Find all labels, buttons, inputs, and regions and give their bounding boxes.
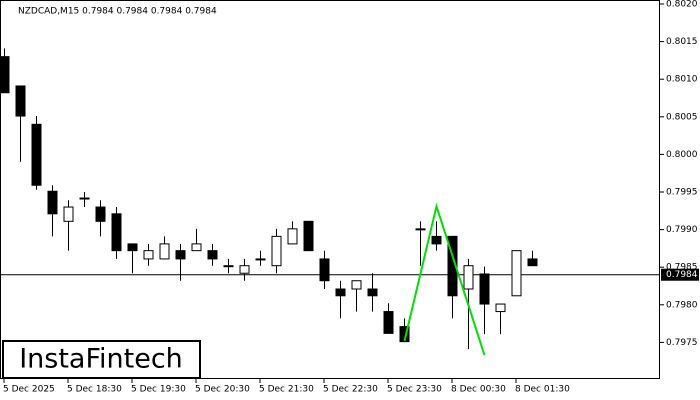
candle-body [95, 206, 106, 222]
y-tick-label: 0.8020 [666, 0, 698, 10]
candle-body [15, 85, 26, 117]
x-tick-label: 8 Dec 00:30 [451, 385, 506, 395]
candle-body [351, 280, 362, 290]
candle-body [63, 206, 74, 222]
candle-body [271, 235, 282, 267]
candle-body [111, 213, 122, 252]
x-tick-label: 5 Dec 22:30 [323, 385, 378, 395]
candle-body [79, 197, 90, 200]
y-tick-label: 0.8005 [666, 112, 698, 122]
candle-body [383, 311, 394, 334]
y-tick-label: 0.8010 [666, 75, 698, 85]
candle-body [399, 326, 410, 343]
candle-body [415, 228, 426, 231]
x-tick-label: 5 Dec 21:30 [259, 385, 314, 395]
candle-body [191, 243, 202, 252]
candle-body [223, 265, 234, 268]
candle-body [319, 258, 330, 282]
y-tick-label: 0.7980 [666, 300, 698, 310]
candle-body [47, 190, 58, 215]
candle-body [127, 243, 138, 252]
y-tick-label: 0.8015 [666, 37, 698, 47]
candle-body [527, 258, 538, 267]
pattern-line [403, 202, 486, 356]
x-tick-label: 5 Dec 2025 [3, 385, 55, 395]
y-tick-label: 0.7990 [666, 225, 698, 235]
price-label: 0.7984 [666, 270, 698, 280]
candle-body [255, 258, 266, 261]
candle-body [207, 250, 218, 260]
price-label-box [661, 268, 699, 281]
candle-body [239, 265, 250, 274]
y-tick-label: 0.7975 [666, 338, 698, 348]
x-tick-label: 8 Dec 01:30 [515, 385, 570, 395]
candle-body [431, 235, 442, 245]
candle-body [0, 56, 10, 94]
candle-body [495, 303, 506, 313]
candle-body [511, 250, 522, 297]
candle-body [367, 288, 378, 297]
x-tick-label: 5 Dec 18:30 [67, 385, 122, 395]
x-tick-label: 5 Dec 20:30 [195, 385, 250, 395]
x-tick-label: 5 Dec 23:30 [387, 385, 442, 395]
plot-frame [0, 0, 660, 379]
y-tick-label: 0.7985 [666, 263, 698, 273]
candle-body [447, 235, 458, 297]
candle-body [463, 265, 474, 290]
candle-body [143, 250, 154, 260]
logo: InstaFintech [19, 344, 183, 375]
candle-body [303, 220, 314, 252]
candle-body [287, 228, 298, 245]
candle-body [159, 243, 170, 260]
logo-box [2, 340, 201, 379]
candle-body [335, 288, 346, 297]
chart-title: NZDCAD,M15 0.7984 0.7984 0.7984 0.7984 [18, 7, 217, 17]
y-tick-label: 0.7995 [666, 188, 698, 198]
candle-body [31, 123, 42, 186]
candle-body [175, 250, 186, 260]
x-tick-label: 5 Dec 19:30 [131, 385, 186, 395]
y-tick-label: 0.8000 [666, 150, 698, 160]
candle-body [479, 273, 490, 305]
